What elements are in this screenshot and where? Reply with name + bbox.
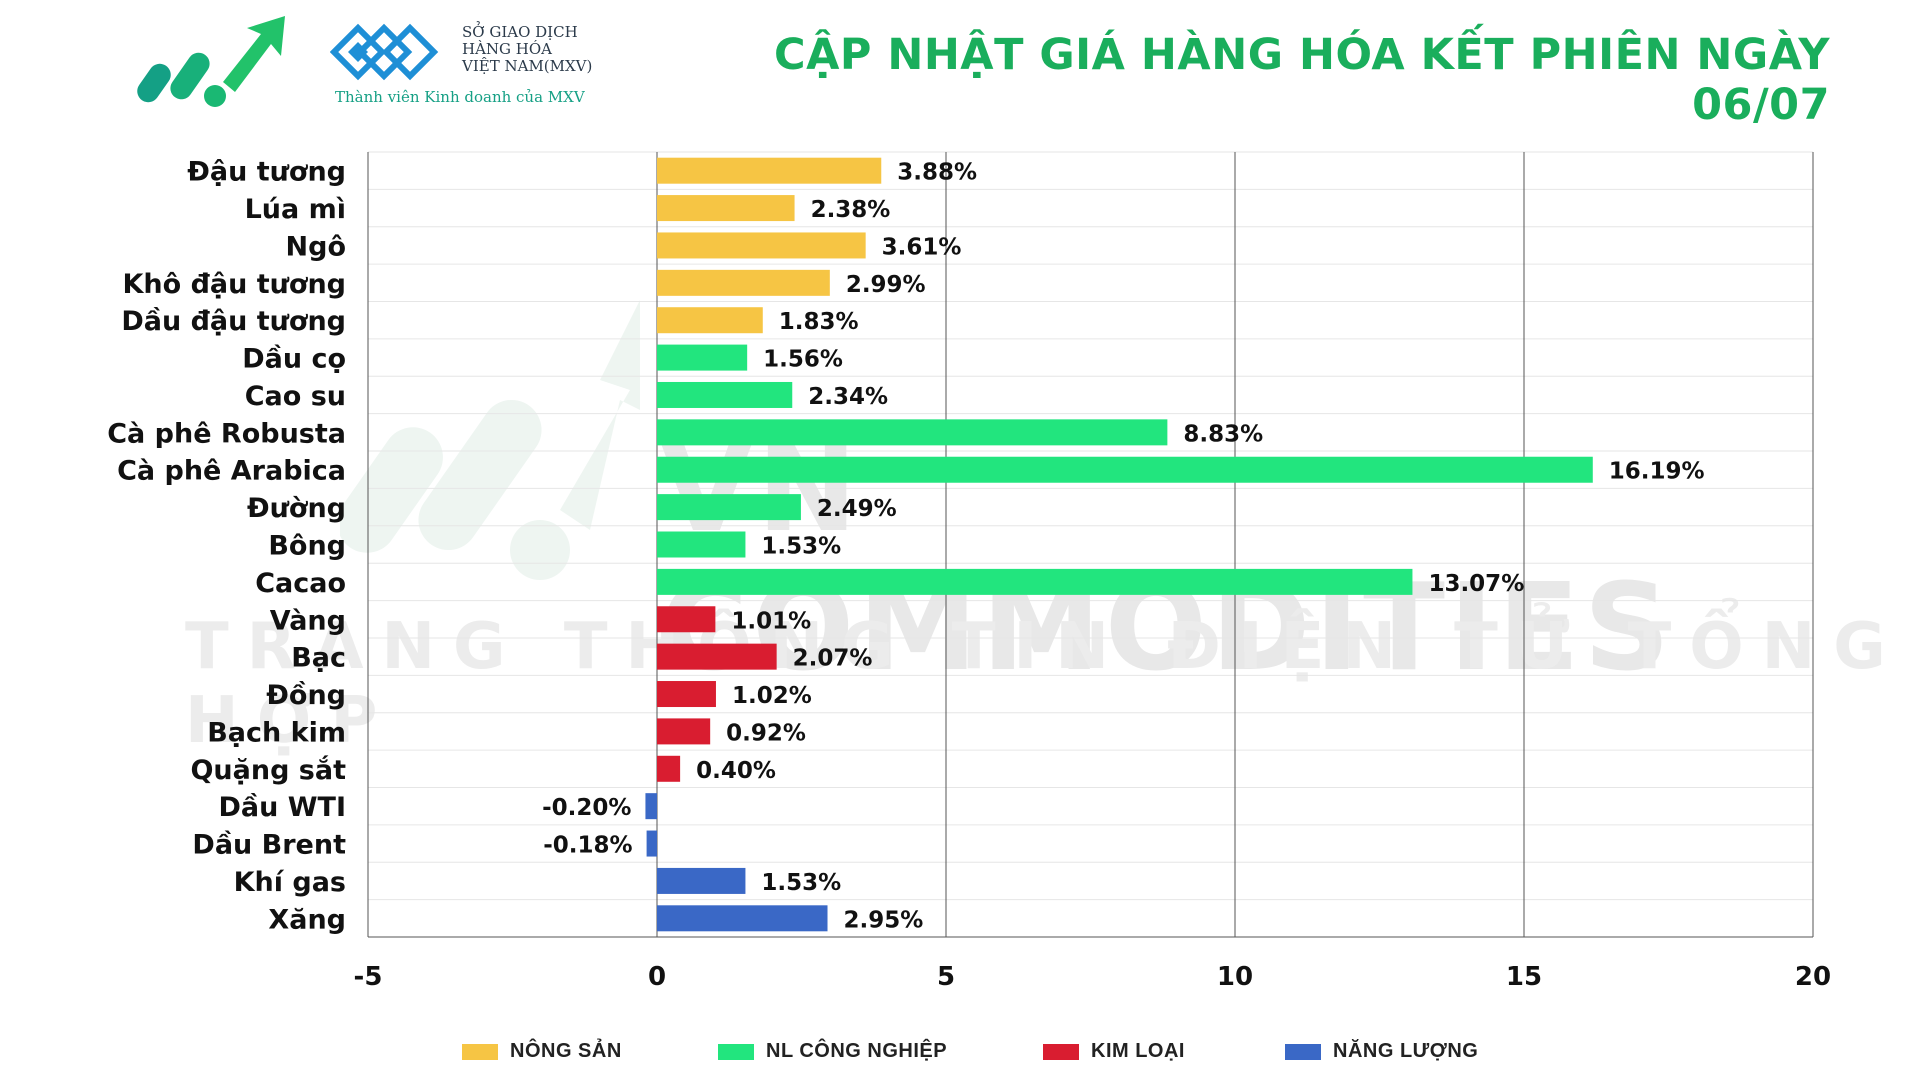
bar: [657, 381, 793, 408]
chart-legend: NÔNG SẢN NL CÔNG NGHIỆP KIM LOẠI NĂNG LƯỢNG: [0, 1040, 1920, 1070]
legend-label: KIM LOẠI: [1091, 1040, 1185, 1062]
page-title: CẬP NHẬT GIÁ HÀNG HÓA KẾT PHIÊN NGÀY 06/…: [774, 30, 1830, 130]
data-label: 3.61%: [882, 234, 962, 260]
bar: [657, 419, 1168, 446]
mxv-line-1: SỞ GIAO DỊCH: [462, 23, 578, 41]
category-label: Dầu Brent: [192, 830, 346, 861]
bar: [657, 157, 882, 184]
data-label: 2.34%: [808, 384, 888, 410]
category-label: Dầu cọ: [242, 344, 346, 375]
x-tick-label: 10: [1217, 962, 1253, 992]
category-label: Đậu tương: [187, 157, 346, 188]
data-label: -0.20%: [542, 795, 631, 821]
category-label: Đồng: [266, 680, 346, 711]
growth-arrow-logo-icon: [137, 16, 285, 107]
category-label: Lúa mì: [245, 194, 346, 225]
bar: [657, 606, 716, 633]
category-label: Bạch kim: [207, 717, 346, 748]
bar: [657, 232, 866, 259]
category-label: Cao su: [245, 381, 346, 412]
legend-item: NĂNG LƯỢNG: [1285, 1040, 1478, 1063]
data-label: 1.56%: [763, 347, 843, 373]
data-label: 1.01%: [731, 608, 811, 634]
data-label: 2.49%: [817, 496, 897, 522]
data-label: 1.53%: [761, 534, 841, 560]
bar: [657, 755, 681, 782]
category-label: Quặng sắt: [190, 755, 346, 786]
category-label: Khí gas: [234, 867, 346, 898]
bar: [657, 531, 746, 558]
category-label: Xăng: [268, 904, 346, 935]
data-label: -0.18%: [543, 833, 632, 859]
legend-swatch: [462, 1043, 498, 1060]
x-tick-label: 5: [937, 962, 955, 992]
data-label: 8.83%: [1183, 421, 1263, 447]
data-label: 2.99%: [846, 272, 926, 298]
mxv-logo-icon: [330, 23, 439, 81]
mxv-subtitle: Thành viên Kinh doanh của MXV: [335, 88, 585, 106]
mxv-line-2: HÀNG HÓA: [462, 40, 552, 58]
bar: [657, 195, 795, 222]
data-label: 1.83%: [779, 309, 859, 335]
legend-swatch: [718, 1043, 754, 1060]
bar: [645, 793, 657, 820]
bar: [657, 867, 746, 894]
bar: [657, 905, 828, 932]
bar-chart: -5 0 5 10 15 20 Đậu tương 3.88% Lúa mì 2.38% Ngô 3.…: [107, 151, 1831, 992]
header: SỞ GIAO DỊCH HÀNG HÓA VIỆT NAM(MXV) Thàn…: [0, 0, 1920, 130]
bar: [657, 568, 1413, 595]
legend-item: NÔNG SẢN: [462, 1040, 622, 1063]
x-tick-label: -5: [354, 962, 383, 992]
category-label: Bông: [268, 531, 346, 562]
bar: [657, 494, 801, 521]
bar: [657, 307, 763, 334]
data-label: 2.38%: [811, 197, 891, 223]
x-tick-label: 15: [1506, 962, 1542, 992]
data-label: 0.40%: [696, 758, 776, 784]
category-label: Cà phê Arabica: [117, 456, 346, 487]
bar: [657, 681, 716, 708]
bar: [657, 269, 830, 296]
legend-label: NĂNG LƯỢNG: [1333, 1040, 1479, 1062]
category-label: Dầu WTI: [219, 792, 347, 823]
data-label: 2.07%: [793, 646, 873, 672]
legend-item: NL CÔNG NGHIỆP: [718, 1040, 947, 1063]
bar: [646, 830, 657, 857]
data-label: 2.95%: [844, 907, 924, 933]
legend-swatch: [1285, 1043, 1321, 1060]
category-label: Vàng: [270, 605, 346, 636]
category-label: Dầu đậu tương: [121, 306, 346, 337]
category-label: Đường: [247, 493, 346, 524]
data-label: 1.53%: [761, 870, 841, 896]
data-label: 1.02%: [732, 683, 812, 709]
bar: [657, 344, 748, 371]
data-label: 0.92%: [726, 720, 806, 746]
legend-label: NL CÔNG NGHIỆP: [766, 1040, 948, 1062]
category-label: Cà phê Robusta: [107, 418, 346, 449]
x-tick-label: 0: [648, 962, 666, 992]
legend-item: KIM LOẠI: [1043, 1040, 1185, 1063]
x-tick-label: 20: [1795, 962, 1831, 992]
bar: [657, 456, 1593, 483]
data-label: 16.19%: [1609, 459, 1705, 485]
mxv-line-3: VIỆT NAM(MXV): [462, 57, 593, 75]
category-label: Khô đậu tương: [123, 269, 347, 300]
data-label: 13.07%: [1428, 571, 1524, 597]
data-label: 3.88%: [897, 160, 977, 186]
category-label: Cacao: [255, 568, 346, 599]
mxv-name: SỞ GIAO DỊCH HÀNG HÓA VIỆT NAM(MXV): [462, 24, 592, 75]
legend-label: NÔNG SẢN: [510, 1040, 622, 1062]
legend-swatch: [1043, 1043, 1079, 1060]
category-label: Bạc: [291, 643, 346, 674]
category-label: Ngô: [286, 231, 346, 262]
bar: [657, 718, 711, 745]
bar: [657, 643, 777, 670]
